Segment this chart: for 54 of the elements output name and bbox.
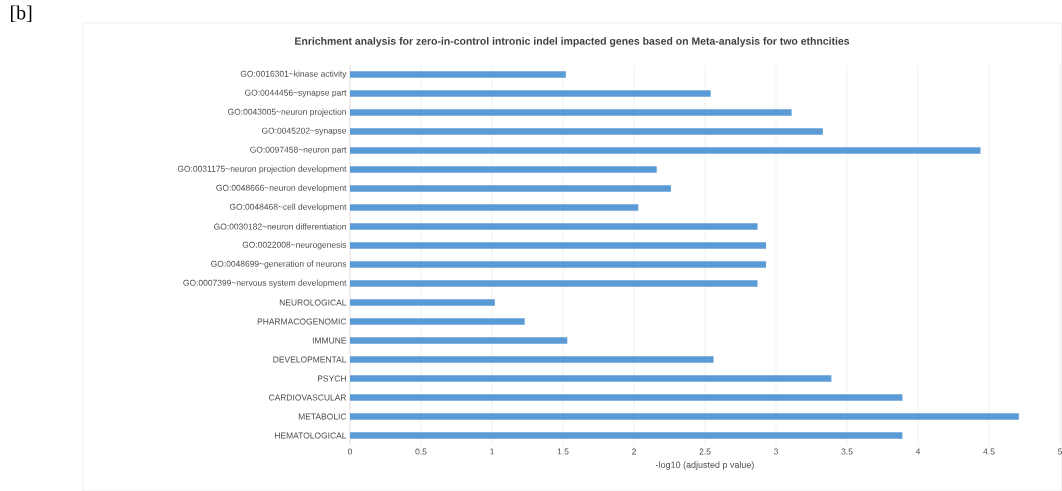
y-tick-label: GO:0007399~nervous system development [183,279,347,288]
y-tick-label: PSYCH [317,375,346,382]
x-tick-label: 4.5 [983,448,995,455]
y-tick-label: GO:0030182~neuron differentiation [214,223,346,230]
y-tick-label: GO:0097458~neuron part [250,146,347,155]
bar [350,242,767,249]
x-tick-label: 0 [347,448,353,455]
text: [b] [11,5,32,23]
y-tick-label: GO:0022008~neurogenesis [242,241,347,250]
bar [350,204,639,211]
bar [350,356,714,363]
bar [350,147,981,154]
x-tick-label: 1 [490,448,494,455]
bar [350,375,832,382]
x-tick-label: 3 [773,448,778,455]
x-tick-label: 3.5 [841,448,853,455]
x-tick-label: 2.5 [699,448,711,455]
y-tick-label: HEMATOLOGICAL [275,432,347,439]
y-tick-label: GO:0016301~kinase activity [240,70,347,79]
bar [350,318,525,325]
y-tick-label: GO:0048468~cell development [229,203,347,212]
y-tick-label: GO:0048666~neuron development [216,184,347,193]
bar [350,223,758,230]
bar [350,166,657,173]
y-tick-label: GO:0031175~neuron projection development [177,165,347,174]
bar [350,71,566,78]
chart-title: Enrichment analysis for zero-in-control intronic indel impacted genes based on Meta-analysis for two ethncities [295,37,850,47]
bar [350,128,823,135]
bar [350,432,903,439]
bar [350,394,903,401]
bar [350,90,711,97]
bar [350,109,792,116]
y-tick-label: GO:0043005~neuron projection [228,108,346,117]
y-tick-label: METABOLIC [298,413,347,420]
bar [350,413,1019,420]
bar [350,185,671,192]
bar [350,280,758,287]
x-tick-label: 4 [915,448,921,455]
x-tick-label: 2 [632,448,636,455]
y-tick-label: NEUROLOGICAL [279,299,347,306]
y-tick-label: PHARMACOGENOMIC [257,318,347,325]
y-tick-label: CARDIOVASCULAR [268,394,347,401]
y-tick-label: GO:0048699~generation of neurons [211,260,347,269]
x-axis-title: -log10 (adjusted p value) [656,461,754,470]
x-tick-label: 0.5 [415,448,427,455]
y-tick-label: GO:0044456~synapse part [244,89,347,98]
y-tick-label: DEVELOPMENTAL [273,356,347,363]
bar [350,337,568,344]
bar [350,299,495,306]
bar [350,261,767,268]
y-tick-label: IMMUNE [312,337,347,344]
x-tick-label: 5 [1058,448,1062,455]
x-tick-label: 1.5 [557,448,569,455]
y-tick-label: GO:0045202~synapse [261,127,347,136]
